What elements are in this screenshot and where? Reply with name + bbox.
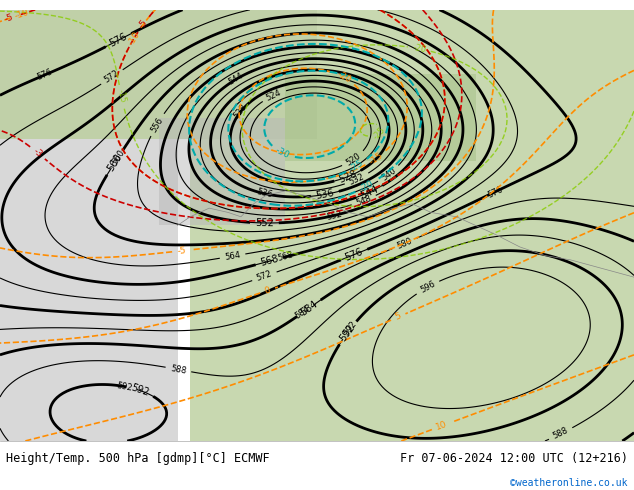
Text: ©weatheronline.co.uk: ©weatheronline.co.uk bbox=[510, 478, 628, 488]
Text: 532: 532 bbox=[347, 172, 366, 187]
Text: 572: 572 bbox=[256, 270, 273, 283]
Text: 552: 552 bbox=[255, 218, 274, 228]
Text: 576: 576 bbox=[486, 184, 504, 199]
Text: 10: 10 bbox=[435, 419, 449, 432]
Text: 5: 5 bbox=[394, 312, 403, 322]
Text: 592: 592 bbox=[130, 383, 151, 398]
Text: 584: 584 bbox=[294, 304, 312, 321]
Text: 544: 544 bbox=[359, 184, 380, 200]
Text: 568: 568 bbox=[259, 254, 280, 269]
Text: 552: 552 bbox=[326, 209, 343, 221]
Text: -25: -25 bbox=[348, 158, 365, 173]
Polygon shape bbox=[158, 118, 285, 225]
Text: 572: 572 bbox=[103, 69, 121, 85]
Text: 520: 520 bbox=[344, 151, 363, 168]
Text: 580: 580 bbox=[396, 236, 413, 250]
Text: -25: -25 bbox=[372, 125, 387, 142]
Text: 576: 576 bbox=[36, 68, 54, 82]
Text: 560: 560 bbox=[105, 152, 124, 173]
Text: 540: 540 bbox=[380, 166, 398, 182]
Text: -10: -10 bbox=[13, 7, 30, 21]
Polygon shape bbox=[0, 10, 178, 441]
Text: -15: -15 bbox=[116, 89, 127, 104]
Text: 588: 588 bbox=[170, 364, 187, 375]
Text: 564: 564 bbox=[224, 250, 241, 262]
Text: 584: 584 bbox=[299, 299, 320, 318]
Polygon shape bbox=[190, 10, 634, 441]
Text: -20: -20 bbox=[358, 179, 375, 194]
Text: -5: -5 bbox=[177, 246, 186, 256]
Text: -5: -5 bbox=[137, 18, 150, 30]
Text: Height/Temp. 500 hPa [gdmp][°C] ECMWF: Height/Temp. 500 hPa [gdmp][°C] ECMWF bbox=[6, 452, 270, 465]
Text: 596: 596 bbox=[418, 279, 437, 295]
Text: 568: 568 bbox=[277, 250, 295, 263]
Text: -5: -5 bbox=[3, 13, 15, 24]
Text: 528: 528 bbox=[337, 169, 358, 185]
Text: 0: 0 bbox=[264, 285, 272, 295]
Text: -10: -10 bbox=[127, 29, 142, 47]
Text: Fr 07-06-2024 12:00 UTC (12+216): Fr 07-06-2024 12:00 UTC (12+216) bbox=[399, 452, 628, 465]
Text: -30: -30 bbox=[274, 146, 291, 160]
Text: 576: 576 bbox=[344, 246, 365, 263]
Polygon shape bbox=[0, 10, 317, 139]
Text: 536: 536 bbox=[256, 188, 273, 200]
Text: 548: 548 bbox=[355, 194, 373, 208]
Text: 528: 528 bbox=[232, 102, 249, 121]
Text: 592: 592 bbox=[342, 320, 359, 338]
Text: 576: 576 bbox=[108, 31, 129, 49]
Text: 592: 592 bbox=[115, 381, 133, 392]
Text: 544: 544 bbox=[227, 71, 245, 87]
Text: 524: 524 bbox=[265, 88, 283, 102]
Text: -15: -15 bbox=[367, 150, 385, 166]
Text: 556: 556 bbox=[149, 116, 165, 134]
Text: 592: 592 bbox=[338, 322, 357, 343]
Text: -20: -20 bbox=[335, 70, 353, 85]
Text: -3: -3 bbox=[31, 147, 44, 159]
Text: -20: -20 bbox=[412, 43, 427, 54]
Text: 588: 588 bbox=[552, 426, 570, 441]
Text: 536: 536 bbox=[315, 188, 335, 201]
Text: 560: 560 bbox=[110, 148, 126, 166]
Polygon shape bbox=[285, 74, 476, 161]
